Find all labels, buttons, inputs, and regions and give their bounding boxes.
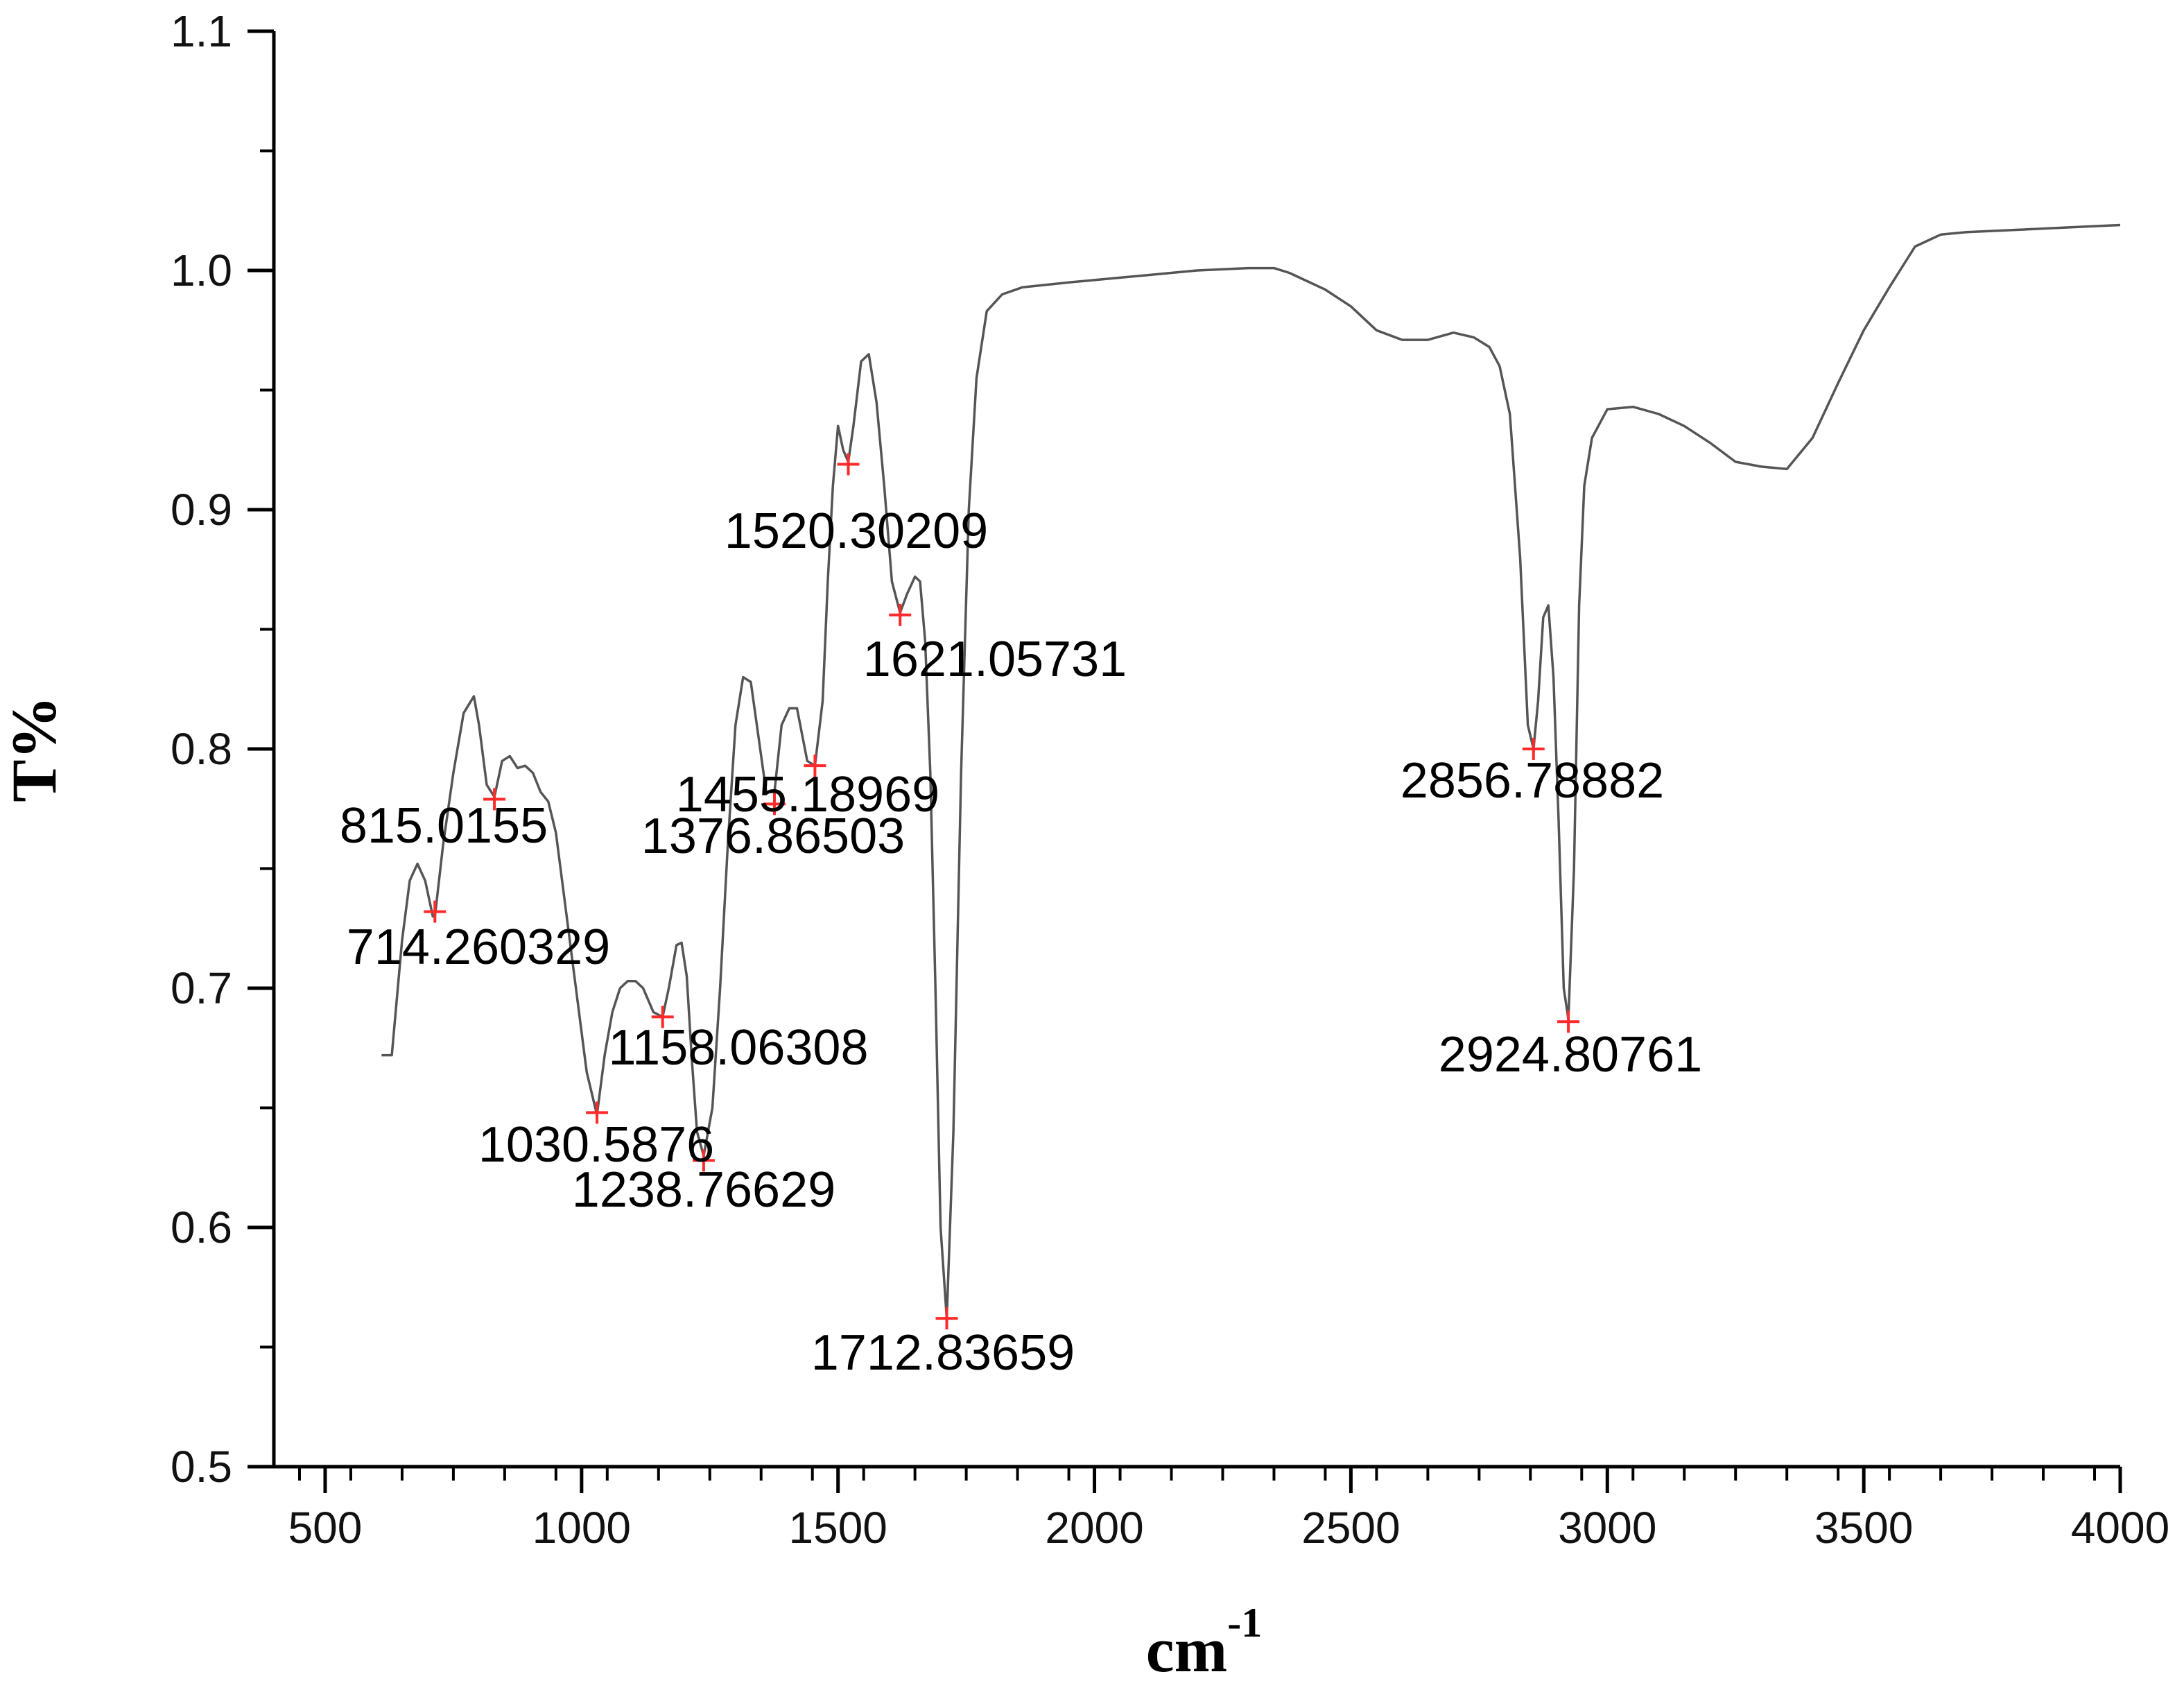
y-axis-title: T% bbox=[0, 696, 69, 802]
y-tick-label: 0.8 bbox=[171, 724, 232, 774]
x-axis-title: cm-1 bbox=[1146, 1600, 1262, 1685]
x-tick-label: 3000 bbox=[1558, 1503, 1656, 1553]
peak-labels: 714.260329 815.0155 1030.5876 1158.06308 123… bbox=[340, 503, 1702, 1381]
x-tick-label: 4000 bbox=[2071, 1503, 2169, 1553]
x-axis-title-base: cm bbox=[1146, 1614, 1227, 1685]
peak-label: 815.0155 bbox=[340, 798, 548, 854]
x-axis-ticks: 500 1000 1500 2000 2500 3000 3500 4000 bbox=[288, 1467, 2169, 1553]
peak-label: 1455.18969 bbox=[676, 767, 939, 822]
x-tick-label: 500 bbox=[288, 1503, 363, 1553]
peak-label: 1030.5876 bbox=[478, 1117, 714, 1173]
peak-label: 714.260329 bbox=[347, 920, 610, 975]
peak-label: 1376.86503 bbox=[641, 809, 905, 864]
y-tick-label: 0.7 bbox=[171, 963, 232, 1013]
y-tick-label: 0.6 bbox=[171, 1202, 232, 1252]
peak-label: 2924.80761 bbox=[1439, 1027, 1702, 1083]
x-tick-label: 3500 bbox=[1814, 1503, 1913, 1553]
y-tick-label: 1.1 bbox=[171, 6, 232, 56]
y-tick-label: 0.5 bbox=[171, 1442, 232, 1492]
peak-markers bbox=[424, 453, 1580, 1330]
x-tick-label: 2000 bbox=[1045, 1503, 1143, 1553]
x-tick-label: 1500 bbox=[789, 1503, 887, 1553]
y-tick-label: 1.0 bbox=[171, 245, 232, 295]
peak-label: 1158.06308 bbox=[608, 1020, 868, 1076]
peak-label: 1238.76629 bbox=[572, 1162, 835, 1218]
y-axis-ticks: 0.5 0.6 0.7 0.8 0.9 1.0 1.1 bbox=[171, 6, 274, 1492]
x-tick-label: 2500 bbox=[1301, 1503, 1400, 1553]
y-tick-label: 0.9 bbox=[171, 485, 232, 535]
x-axis-title-superscript: -1 bbox=[1227, 1600, 1262, 1646]
peak-label: 1520.30209 bbox=[725, 503, 988, 559]
peak-label: 2856.78882 bbox=[1401, 753, 1664, 809]
x-tick-label: 1000 bbox=[532, 1503, 631, 1553]
peak-label: 1712.83659 bbox=[811, 1325, 1075, 1381]
peak-label: 1621.05731 bbox=[863, 632, 1127, 687]
